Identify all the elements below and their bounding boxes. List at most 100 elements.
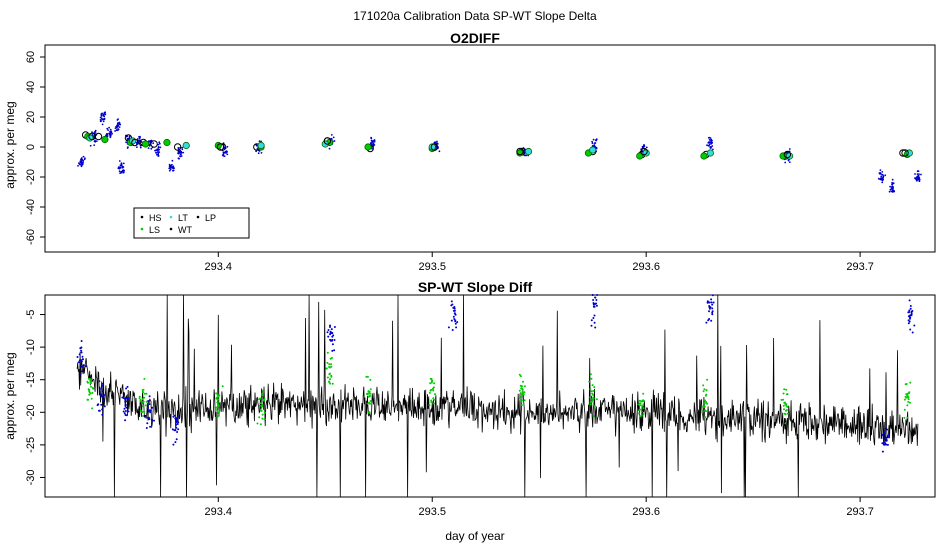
chart-1-point-lp (788, 148, 791, 150)
chart-2-point-ls (429, 382, 432, 385)
chart-1-point-lp (152, 142, 155, 145)
legend-marker-lt (169, 215, 173, 219)
chart-1-point-lt (524, 147, 533, 156)
chart-2-point-ls (428, 391, 431, 394)
chart-1-point-lp (917, 174, 920, 177)
chart-2-point-lp (123, 407, 126, 410)
chart-1-point-lp (436, 140, 438, 143)
legend-label-lp: LP (205, 213, 216, 223)
chart-1-point-lp (157, 152, 160, 155)
chart-1-title: O2DIFF (450, 30, 500, 46)
chart-2-point-ls (263, 411, 266, 414)
chart-2-point-ls (326, 351, 329, 354)
chart-1-point-lt (642, 149, 650, 157)
chart-1-point-lp (147, 147, 150, 150)
chart-1-x-tick-label: 293.6 (632, 261, 660, 273)
chart-1-point-lp (592, 138, 595, 141)
chart-2-point-lp (79, 347, 82, 350)
chart-2-point-lp (124, 410, 127, 412)
chart-1-point-lp (102, 120, 105, 123)
chart-2-point-lp (123, 412, 126, 415)
chart-2-point-ls (639, 408, 642, 411)
chart-2-point-ls (432, 387, 434, 390)
chart-1-point-lp (139, 146, 142, 149)
chart-1-point-ls (214, 141, 222, 150)
chart-1-point-lp (117, 167, 120, 170)
chart-2-point-lp (148, 409, 151, 412)
chart-2-point-ls (589, 396, 592, 399)
chart-2-point-lp (175, 438, 178, 441)
chart-2-point-lp (451, 329, 454, 331)
chart-1-point-lp (128, 135, 131, 138)
chart-2-point-lp (103, 405, 106, 408)
chart-2-point-lp (176, 423, 179, 425)
chart-2-point-ls (428, 404, 431, 407)
chart-2-point-ls (520, 404, 523, 406)
chart-1-point-lp (182, 151, 185, 154)
chart-1-point-lp (880, 178, 883, 180)
chart-2-point-lp (710, 301, 713, 304)
chart-1-point-wt (516, 147, 524, 156)
chart-2-point-ls (86, 380, 89, 383)
chart-2-point-lp (102, 395, 105, 398)
chart-2-point-lp (333, 349, 336, 352)
chart-1-point-lp (891, 183, 893, 186)
chart-2-point-lp (327, 335, 330, 338)
chart-1-point-lp (260, 152, 263, 154)
chart-2-point-lp (80, 370, 83, 373)
chart-2-point-lp (329, 326, 331, 328)
chart-2-point-ls (434, 393, 436, 396)
chart-2-point-lp (174, 417, 177, 420)
chart-1-point-lp (82, 155, 85, 158)
chart-2-point-lp (454, 322, 457, 325)
chart-1-y-tick-label: 0 (25, 144, 37, 150)
chart-2-point-lp (908, 320, 911, 323)
chart-2-point-lp (907, 315, 910, 318)
chart-2-x-tick-label: 293.4 (205, 506, 233, 518)
chart-2-point-ls (258, 416, 261, 419)
chart-1-point-lp (918, 178, 921, 181)
chart-2-point-ls (217, 411, 219, 414)
chart-2-point-ls (594, 405, 596, 408)
chart-2-point-lp (594, 296, 597, 299)
chart-2-point-ls (91, 386, 94, 389)
chart-2-point-ls (782, 404, 785, 407)
chart-2-point-lp (171, 428, 174, 431)
chart-2-point-lp (711, 307, 714, 310)
chart-2-point-ls (143, 392, 146, 395)
chart-1-point-lp (179, 153, 182, 156)
chart-2-point-ls (138, 395, 141, 398)
chart-1-point-lt (182, 141, 190, 150)
chart-2-point-lp (82, 364, 85, 367)
chart-1-point-lp (100, 120, 102, 122)
chart-2-point-lp (326, 331, 329, 334)
chart-2-point-lp (148, 395, 151, 398)
chart-1-point-wt (323, 137, 332, 145)
chart-1-point-lp (877, 177, 880, 180)
chart-2-y-tick-label: -25 (25, 437, 37, 453)
chart-1-y-tick-label: -60 (25, 229, 37, 245)
chart-2-point-lp (124, 400, 127, 403)
chart-2-point-ls (592, 389, 595, 392)
chart-1-point-lp (222, 153, 225, 156)
chart-2-point-ls (263, 397, 266, 400)
chart-2-point-ls (640, 410, 643, 413)
chart-1-point-wt (216, 143, 225, 151)
chart-1-point-lp (258, 140, 261, 143)
chart-2-point-lp (78, 353, 81, 356)
chart-2-point-lp (705, 321, 708, 324)
chart-2-point-lp (908, 311, 911, 314)
chart-1-point-lp (109, 136, 112, 139)
chart-1-point-lp (106, 127, 109, 130)
chart-2-point-lp (454, 320, 457, 323)
chart-2-point-lp (712, 301, 715, 304)
chart-1-point-lp (126, 147, 129, 149)
chart-2-point-ls (328, 372, 331, 375)
chart-2-point-ls (216, 398, 219, 401)
chart-2-point-lp (331, 335, 334, 338)
chart-2-point-lp (96, 404, 99, 407)
chart-2-point-ls (429, 389, 432, 392)
chart-1-y-tick-label: -40 (25, 199, 37, 215)
chart-2-point-ls (217, 395, 220, 398)
chart-1-point-lp (171, 159, 174, 162)
